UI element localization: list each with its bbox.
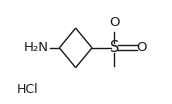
Text: O: O [109,16,120,29]
Text: H₂N: H₂N [24,41,49,54]
Text: HCl: HCl [17,83,39,96]
Text: S: S [110,40,119,55]
Text: O: O [136,41,147,54]
